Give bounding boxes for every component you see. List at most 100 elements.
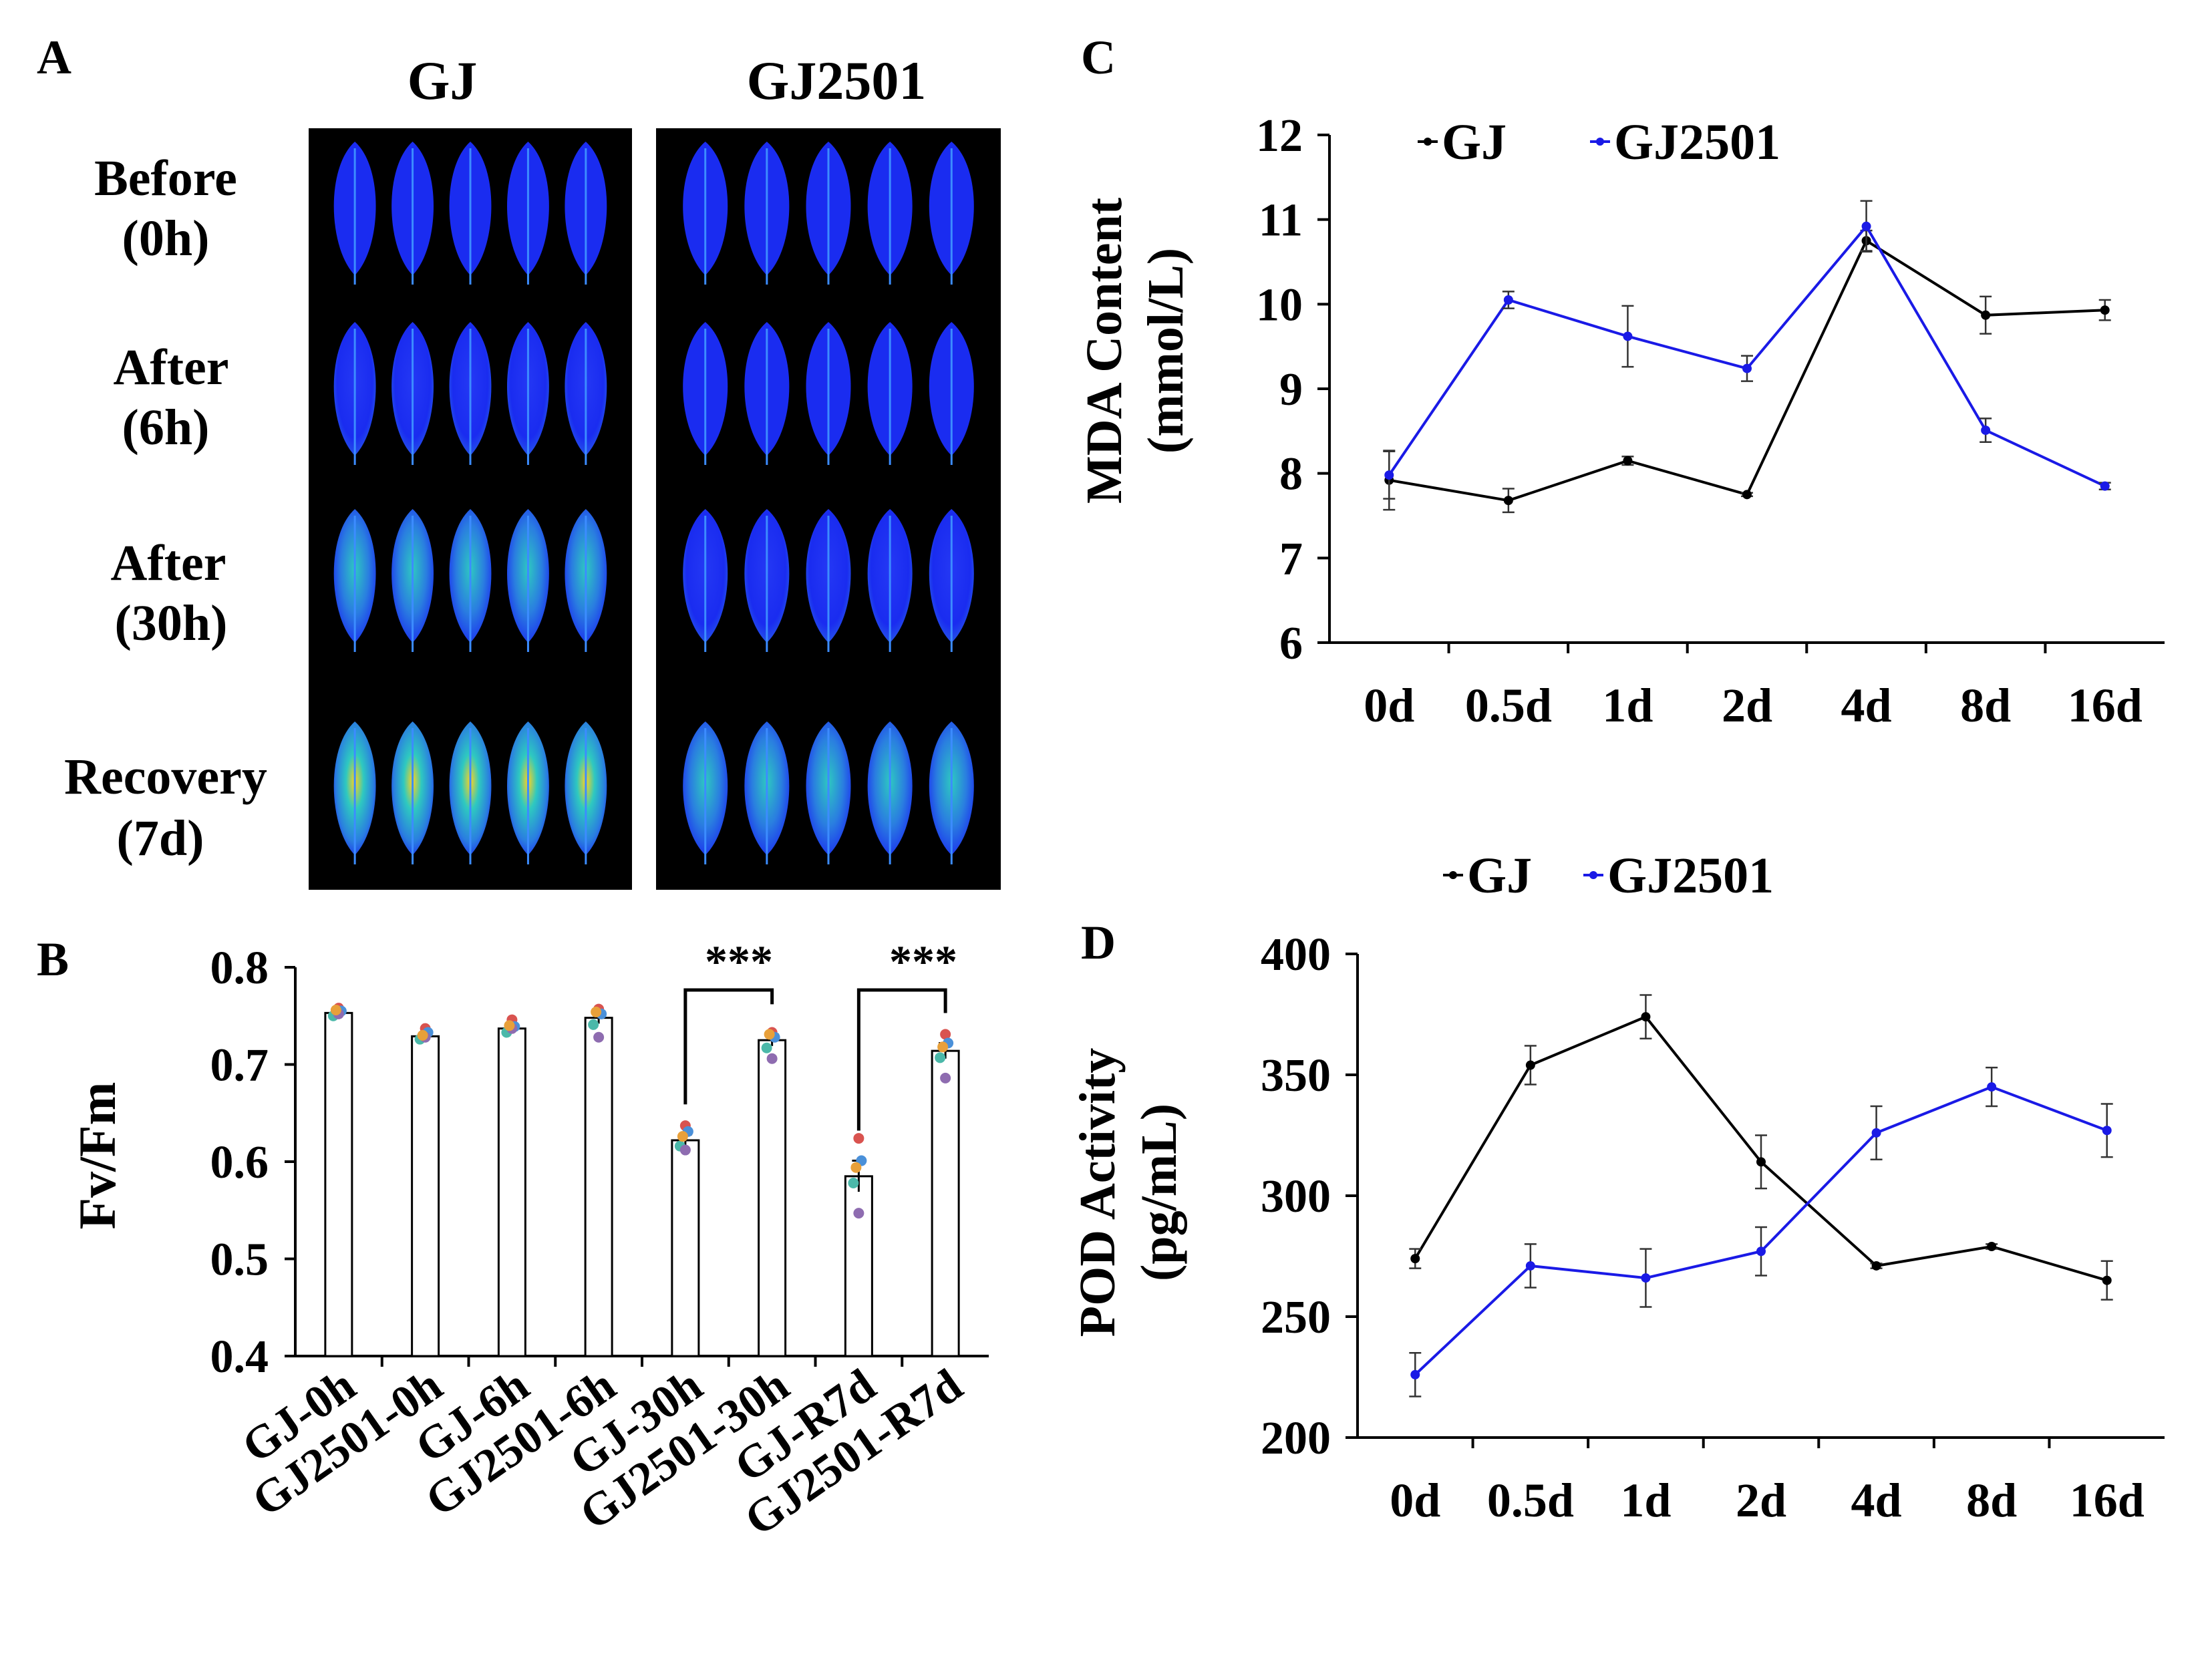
- y-tick-label: 8: [1279, 449, 1303, 500]
- row-label-recovery: Recovery: [64, 749, 267, 805]
- bar: [584, 1017, 613, 1357]
- data-point: [1503, 295, 1513, 305]
- row-label-after-6h: After: [114, 339, 229, 395]
- bar: [497, 1027, 526, 1357]
- y-tick-label: 350: [1261, 1050, 1331, 1102]
- bar: [324, 1011, 353, 1357]
- data-point: [2100, 481, 2110, 491]
- data-point: [853, 1133, 864, 1144]
- data-point: [1410, 1369, 1420, 1379]
- data-point: [1525, 1060, 1535, 1070]
- panel-b-y-axis-label: Fv/Fm: [68, 1082, 126, 1230]
- data-point: [1742, 490, 1752, 500]
- y-tick-label: 0.7: [210, 1040, 269, 1092]
- leaf: [333, 142, 376, 285]
- row-label-before-time: (0h): [122, 210, 210, 267]
- leaf: [683, 142, 728, 285]
- legend-marker: [1449, 871, 1457, 879]
- panel-d-y-axis-label-line1: POD Activity: [1070, 1048, 1126, 1337]
- legend-marker: [1424, 138, 1432, 146]
- leaf: [867, 322, 913, 465]
- leaf: [391, 509, 434, 652]
- x-tick-label: 8d: [1960, 679, 2011, 732]
- data-point: [330, 1005, 341, 1016]
- column-label-gj: GJ: [408, 50, 478, 111]
- x-tick-label: 0d: [1364, 679, 1414, 732]
- bar: [931, 1049, 960, 1357]
- data-point: [677, 1131, 688, 1142]
- leaf: [506, 322, 549, 465]
- significance-label-30h: ***: [705, 936, 773, 987]
- data-point: [417, 1029, 428, 1041]
- y-tick-label: 12: [1256, 110, 1303, 162]
- x-tick-label: 2d: [1722, 679, 1772, 732]
- leaf: [867, 509, 913, 652]
- data-point: [853, 1208, 864, 1219]
- leaf: [867, 142, 913, 285]
- x-tick-label: 16d: [2070, 1474, 2145, 1527]
- data-point: [1987, 1242, 1997, 1252]
- panel-c-y-axis-label-line2: (mmol/L): [1138, 248, 1194, 454]
- y-tick-label: 10: [1256, 279, 1303, 331]
- y-tick-label: 300: [1261, 1171, 1331, 1222]
- data-point: [1756, 1246, 1766, 1257]
- leaf: [506, 142, 549, 285]
- leaf: [683, 509, 728, 652]
- leaf: [333, 509, 376, 652]
- y-tick-label: 9: [1279, 364, 1303, 416]
- leaf: [506, 721, 549, 864]
- y-tick-label: 6: [1279, 618, 1303, 669]
- y-tick-label: 0.6: [210, 1137, 269, 1188]
- leaf: [506, 509, 549, 652]
- data-point: [940, 1029, 951, 1040]
- y-tick-label: 0.5: [210, 1234, 269, 1286]
- row-label-after-30h: After: [111, 535, 226, 591]
- significance-bracket: [683, 988, 774, 1105]
- leaf: [744, 509, 790, 652]
- leaf: [929, 142, 974, 285]
- leaf: [391, 322, 434, 465]
- leaf: [565, 322, 607, 465]
- leaf: [449, 322, 492, 465]
- data-point: [940, 1072, 951, 1084]
- leaf: [929, 721, 974, 864]
- data-point: [593, 1031, 605, 1043]
- data-point: [679, 1144, 691, 1156]
- chart-b: 0.40.50.60.70.8GJ-0hGJ2501-0hGJ-6hGJ2501…: [210, 943, 989, 1546]
- data-point: [1641, 1012, 1651, 1022]
- data-point: [1871, 1128, 1881, 1138]
- legend-marker: [1596, 138, 1604, 146]
- data-point: [764, 1029, 775, 1040]
- leaf: [565, 721, 607, 864]
- x-tick-label: 8d: [1966, 1474, 2017, 1527]
- data-point: [1871, 1261, 1881, 1271]
- leaf: [867, 721, 913, 864]
- leaf: [806, 142, 851, 285]
- chart-c: 6 7 8 9 10 11 12 0d 0.5d 1d 2d 4d 8d 16d GJ GJ2501: [1256, 110, 2165, 732]
- data-point: [2102, 1126, 2112, 1136]
- row-label-after-6h-time: (6h): [122, 399, 210, 456]
- leaf: [929, 509, 974, 652]
- panel-a: A GJ GJ2501 Before (0h) After (6h) After…: [37, 31, 1001, 890]
- panel-c-letter: C: [1081, 31, 1116, 84]
- y-tick-label: 0.8: [210, 943, 269, 994]
- x-tick-label: 2d: [1736, 1474, 1786, 1527]
- data-point: [1525, 1261, 1535, 1271]
- x-tick-label: 16d: [2068, 679, 2143, 732]
- data-point: [850, 1162, 862, 1173]
- panel-d-y-axis-label-line2: (pg/mL): [1131, 1104, 1187, 1281]
- x-tick-label: 4d: [1851, 1474, 1902, 1527]
- data-point: [588, 1019, 599, 1030]
- panel-c-y-axis-label-line1: MDA Content: [1076, 198, 1132, 504]
- panel-d-letter: D: [1081, 916, 1116, 969]
- data-point: [937, 1041, 949, 1053]
- x-tick-label: 0.5d: [1487, 1474, 1574, 1527]
- x-tick-label: 0d: [1390, 1474, 1440, 1527]
- y-tick-label: 7: [1279, 533, 1303, 585]
- panel-c: C MDA Content (mmol/L) 6 7 8 9 10 11 12 0d 0.5d 1…: [1076, 31, 2165, 732]
- leaf: [929, 322, 974, 465]
- leaf: [683, 322, 728, 465]
- data-point: [1623, 331, 1633, 341]
- bar: [671, 1139, 700, 1357]
